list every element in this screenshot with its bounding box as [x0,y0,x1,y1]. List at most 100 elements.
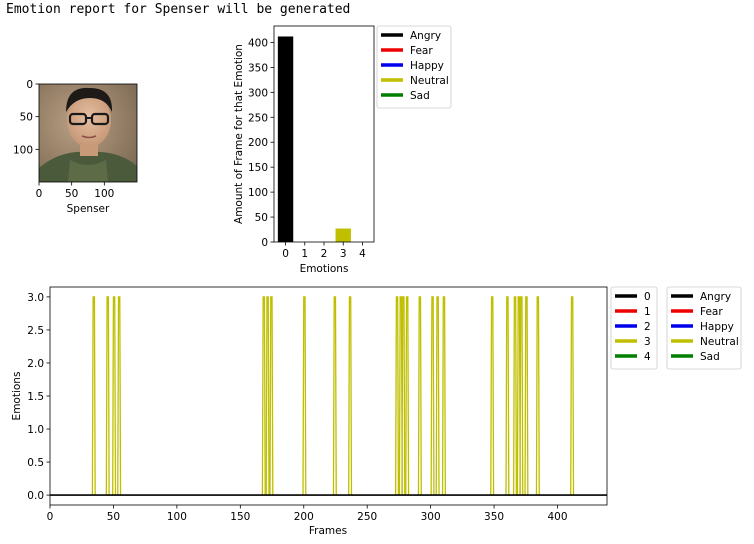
timeline-xtick-label: 200 [294,511,314,523]
bar-ytick-label: 0 [261,237,268,249]
timeline-ytick-label: 2.0 [27,358,44,370]
spike-frame-375 [524,296,529,496]
timeline-legend-label: Angry [700,291,731,303]
bar-legend-label: Fear [410,45,433,57]
bar-0 [277,36,294,242]
bar-ytick-label: 150 [248,162,268,174]
photo-axes: 0 50 100 0 50 100 Spenser [13,79,138,215]
bar-marks-group [277,36,351,242]
photo-frame [38,83,138,183]
photo-ytick-label: 50 [20,112,33,124]
bar-legend-frame [376,25,452,109]
spike-frame-278 [401,296,406,496]
photo-xtick-label: 0 [36,188,43,200]
bar-legend: Angry Fear Happy Neutral Sad [376,25,452,109]
spike-frame-34 [91,296,96,496]
timeline-legend-label: 1 [644,306,651,318]
spike-frame-291 [417,296,422,496]
spike-frame-273 [394,296,400,496]
photo-ytick-label: 100 [13,144,33,156]
timeline-ytick-label: 3.0 [27,292,44,304]
spike-frame-174 [269,296,274,496]
timeline-tick-group: 0 50 100 150 200 250 300 350 400 0.0 0.5 1.0 1.5 2.0 2… [27,292,567,523]
timeline-ytick-label: 0.5 [27,457,44,469]
bar-xtick-label: 3 [340,248,347,260]
spike-frame-305 [435,296,440,496]
bar-3 [335,228,351,242]
bar-ytick-label: 300 [248,87,268,99]
bar-legend-label: Happy [410,60,444,72]
bar-ytick-label: 250 [248,112,268,124]
photo-tick-group: 0 50 100 0 50 100 [13,79,114,200]
spike-frame-200 [302,296,307,496]
timeline-legend-label: 2 [644,321,651,333]
spike-frame-301 [430,296,435,496]
photo-xtick-label: 100 [94,188,114,200]
bar-ytick-label: 200 [248,137,268,149]
timeline-legend-frame [666,286,742,370]
photo-xlabel: Spenser [67,203,110,215]
spenser-portrait-image [39,84,137,182]
bar-xtick-label: 4 [359,248,366,260]
bar-xtick-label: 0 [282,248,289,260]
timeline-legend-frame [610,286,658,370]
bar-ytick-label: 100 [248,187,268,199]
timeline-legend-names: Angry Fear Happy Neutral Sad [666,286,742,370]
report-status-message: Emotion report for Spenser will be gener… [6,2,351,17]
timeline-xtick-label: 150 [230,511,250,523]
timeline-ytick-label: 1.0 [27,424,44,436]
timeline-xtick-label: 350 [484,511,504,523]
bar-xlabel: Emotions [300,263,349,275]
spike-frame-171 [265,296,270,496]
bar-legend-label: Sad [410,90,430,102]
spike-frame-236 [348,296,353,496]
spike-frame-281 [405,296,410,496]
bar-ytick-label: 50 [255,212,268,224]
timeline-legend-label: Happy [700,321,734,333]
timeline-xtick-label: 50 [107,511,120,523]
timeline-ytick-label: 0.0 [27,490,44,502]
spike-frame-384 [535,296,540,496]
spike-frame-360 [505,296,510,496]
bar-legend-label: Angry [410,30,441,42]
timeline-axes: 0 50 100 150 200 250 300 350 400 0.0 0.5 1.0 1.5 2.0 2… [11,286,742,537]
timeline-legend-label: 3 [644,336,651,348]
timeline-legend-label: Sad [700,351,720,363]
spike-frame-54 [117,296,122,496]
timeline-legend-label: Neutral [700,336,739,348]
spike-frame-310 [441,296,447,496]
timeline-ylabel: Emotions [11,372,23,421]
bar-ylabel: Amount of Frame for that Emotion [233,44,245,224]
bar-xtick-label: 2 [321,248,328,260]
bar-ytick-label: 400 [248,37,268,49]
timeline-legend-label: Fear [700,306,723,318]
spike-frame-411 [570,296,575,496]
bar-ytick-label: 350 [248,62,268,74]
timeline-xtick-label: 100 [167,511,187,523]
timeline-marks-group [50,296,607,496]
timeline-xtick-label: 0 [47,511,54,523]
spike-frame-366 [512,296,518,496]
timeline-frame [49,286,608,506]
spike-frame-45 [105,296,110,496]
bar-legend-label: Neutral [410,75,449,87]
bar-xtick-label: 1 [301,248,308,260]
spike-frame-371 [519,296,524,496]
spike-frame-168 [261,296,266,496]
spike-frame-348 [490,296,495,496]
photo-xtick-label: 50 [65,188,78,200]
timeline-legend-label: 4 [644,351,651,363]
timeline-ytick-label: 2.5 [27,325,44,337]
timeline-xtick-label: 300 [421,511,441,523]
timeline-legend-label: 0 [644,291,651,303]
timeline-xtick-label: 400 [547,511,567,523]
timeline-xlabel: Frames [309,525,347,537]
spike-frame-50 [112,296,117,496]
timeline-xtick-label: 250 [357,511,377,523]
photo-ytick-label: 0 [26,79,33,91]
timeline-legend-index: 0 1 2 3 4 [610,286,658,370]
timeline-ytick-label: 1.5 [27,391,44,403]
